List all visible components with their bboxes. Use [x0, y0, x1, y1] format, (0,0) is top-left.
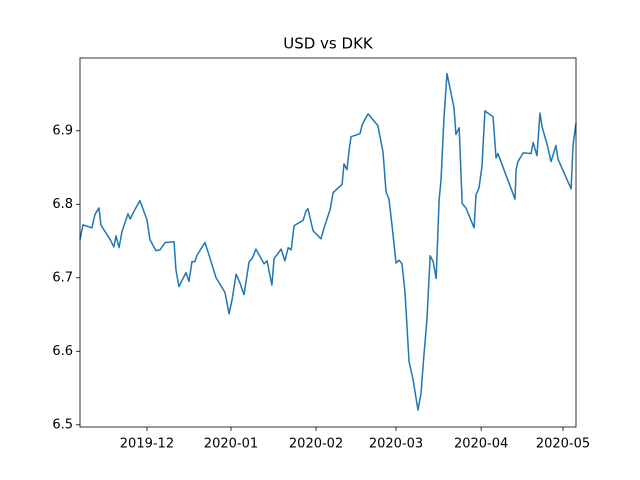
x-tick-label: 2020-03: [369, 437, 423, 452]
y-tick-label: 6.8: [52, 197, 73, 212]
x-tick-label: 2020-02: [289, 437, 343, 452]
plot-frame: [79, 57, 577, 428]
y-tick-label: 6.6: [52, 344, 73, 359]
y-tick-label: 6.9: [52, 123, 73, 138]
x-tick-label: 2020-04: [454, 437, 508, 452]
line-series: [79, 72, 577, 411]
chart-title: USD vs DKK: [283, 35, 374, 53]
x-tick-label: 2020-05: [536, 437, 590, 452]
y-tick-label: 6.7: [52, 270, 73, 285]
x-tick-label: 2019-12: [120, 437, 174, 452]
y-tick-label: 6.5: [52, 417, 73, 432]
x-tick-label: 2020-01: [204, 437, 258, 452]
